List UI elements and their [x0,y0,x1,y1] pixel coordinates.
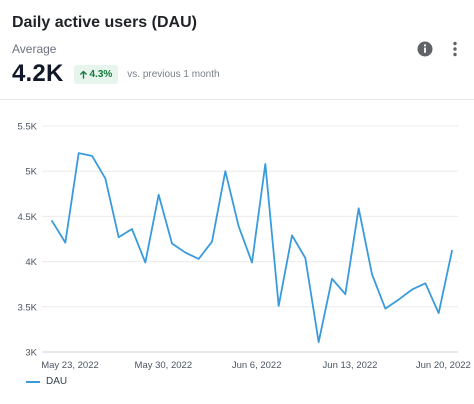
info-button[interactable] [415,39,435,59]
y-tick-label: 5K [25,167,37,178]
info-icon [417,41,433,57]
legend-swatch [26,380,40,383]
line-chart: 5.5K 5K 4.5K 4K 3.5K 3K May 23, 2022 May 30, 20… [17,122,471,372]
y-tick-label: 5.5K [17,122,37,133]
x-tick-label: Jun 13, 2022 [323,360,378,371]
x-tick-label: Jun 6, 2022 [232,360,282,371]
legend: DAU [26,376,67,387]
more-vertical-icon [453,41,457,57]
y-tick-label: 3K [25,348,37,359]
more-options-button[interactable] [445,39,465,59]
metric-subtitle: Average [12,42,57,56]
x-tick-label: May 23, 2022 [41,360,99,371]
x-tick-label: May 30, 2022 [135,360,193,371]
comparison-text: vs. previous 1 month [127,68,220,80]
header-divider [0,99,474,100]
series-line-dau [51,152,453,343]
y-tick-label: 3.5K [17,302,37,313]
legend-label: DAU [46,376,68,387]
x-tick-label: Jun 20, 2022 [416,360,471,371]
change-value: 4.3% [89,68,113,80]
metric-value: 4.2K [12,60,64,87]
metric-row: 4.2K 4.3% vs. previous 1 month [12,60,220,88]
y-tick-label: 4K [25,257,37,268]
y-tick-label: 4.5K [17,212,37,223]
change-badge: 4.3% [73,64,119,84]
chart-title: Daily active users (DAU) [12,14,197,31]
arrow-up-icon [79,70,87,79]
